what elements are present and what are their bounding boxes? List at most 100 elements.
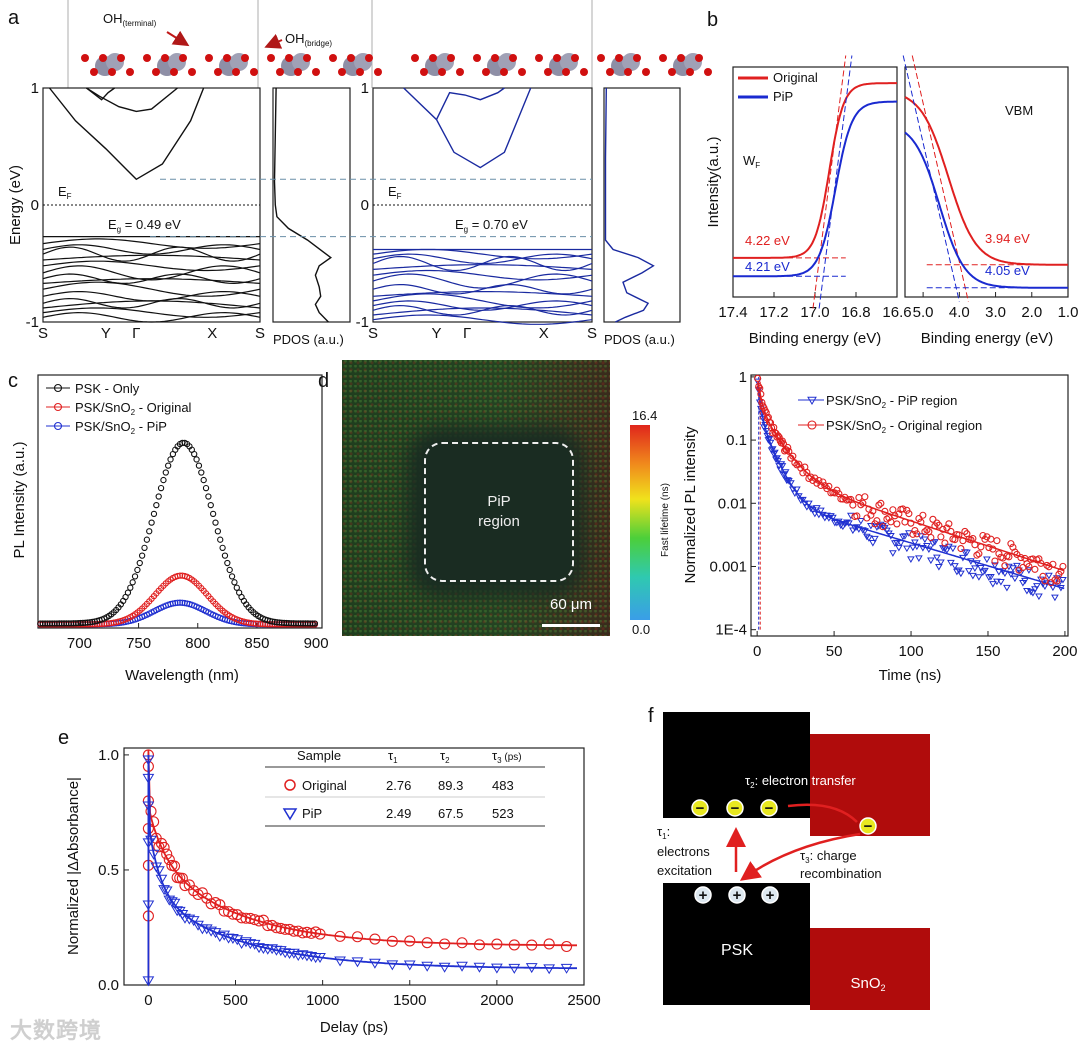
ta-point-original [236,912,248,924]
trpl-point-pip [753,378,762,386]
trpl-point-original [861,493,869,501]
electron [726,799,744,817]
ta-point-original [334,930,346,942]
trpl-point-original [945,520,953,528]
ta-point-pip [244,939,257,950]
trpl-point-original [893,520,901,528]
o-atom [535,54,543,62]
trpl-point-pip [1013,562,1021,570]
trpl-point-pip [1025,567,1033,574]
tau2-label: τ2: electron transfer [745,773,856,790]
ta-point-pip [192,920,204,931]
pl-point [150,510,158,518]
ta-point-original [305,927,317,939]
o-atom [606,68,614,76]
valence-band [42,278,261,284]
trpl-point-pip [963,549,971,557]
lifetime-colorbar [630,425,650,620]
k-point-label: Γ [463,325,471,342]
pl-point [143,536,151,543]
o-atom [303,54,311,62]
trpl-xlabel: Time (ns) [879,667,942,684]
ta-point-original [249,914,261,926]
trpl-point-pip [983,556,991,564]
trpl-point-pip [798,496,807,504]
legend-original: Original [773,70,818,85]
pl-point [148,519,155,526]
table-row-pip-t2: 67.5 [438,806,463,821]
colorbar-max: 16.4 [632,408,657,423]
ta-point-pip [147,849,160,860]
x-tick-label: 1000 [306,992,339,1009]
trpl-ylabel: Normalized PL intensity [682,426,699,584]
k-point-label: S [255,325,265,342]
trpl-point-original [991,557,999,565]
ta-point-original [543,938,555,950]
panel-label-f: f [648,705,654,727]
ta-point-original [153,841,165,853]
y-tick-label: 0.1 [726,432,747,449]
ta-point-pip [508,963,521,974]
o-atom [615,54,623,62]
trpl-point-pip [774,458,782,465]
trpl-point-original [1001,562,1009,570]
electron-symbol: − [696,800,705,817]
valence-band [372,304,593,316]
conduction-band [435,87,505,120]
oh-bridge-arrow [264,33,283,49]
y-tick-label: 0.0 [98,977,119,994]
trpl-point-original [885,514,893,522]
ta-point-pip [179,913,191,924]
valence-band [42,265,261,281]
valence-band [42,260,261,272]
valence-band [42,300,261,309]
hole-symbol: + [699,887,708,904]
watermark-logo: 大数跨境 [10,1018,103,1043]
ta-point-pip [386,960,399,971]
edge-fit-line [902,55,960,302]
valence-band [372,291,593,297]
trpl-point-original [923,526,931,534]
charge-transfer-scheme: τ2: electron transfer τ1: electrons exci… [657,712,930,1010]
trpl-point-pip [975,574,983,581]
valence-band [372,253,593,265]
ta-point-pip [369,958,381,969]
ta-point-original [240,912,252,924]
ta-point-pip [158,885,170,896]
x-tick-label: 700 [67,635,92,652]
flim-image: PiP region 60 μm [342,360,610,636]
y-tick-label: 0.001 [709,558,747,575]
ta-point-original [404,935,416,947]
trpl-point-pip [765,436,774,443]
trpl-point-original [1031,565,1039,573]
pl-point [193,456,200,463]
trpl-point-pip [1011,575,1019,583]
ta-point-original [275,922,287,935]
trpl-point-pip [933,554,941,562]
o-atom [90,68,98,76]
table-header-t1: τ1 [388,748,398,765]
o-atom [447,54,455,62]
pl-point [224,559,231,567]
ta-point-pip [155,874,168,885]
tau3-line2: recombination [800,866,882,881]
trpl-point-original [891,512,899,520]
trpl-point-pip [869,540,877,547]
ta-point-pip [240,937,252,948]
pl-point [198,469,205,476]
ta-point-original [179,879,191,892]
trpl-fit-line [757,383,1065,590]
o-atom [126,68,134,76]
panel-label-e: e [58,727,69,749]
pl-point [134,566,141,574]
trpl-point-pip [1045,572,1053,580]
energy-tick-label: 1 [31,80,39,97]
trpl-point-original [877,499,885,507]
ta-point-original [270,922,283,934]
trpl-point-pip [989,581,997,588]
ta-point-pip [301,951,313,962]
ta-point-pip [456,961,468,972]
b2-xlabel: Binding energy (eV) [921,330,1054,347]
x-tick-label: 850 [244,635,269,652]
